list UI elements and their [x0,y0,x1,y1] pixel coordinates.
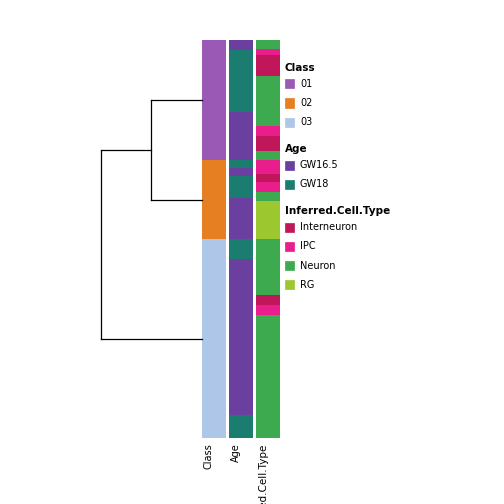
Bar [229,50,253,112]
Bar [256,160,280,174]
Text: Inferred.Cell.Type: Inferred.Cell.Type [258,444,268,504]
Bar [256,151,280,160]
Bar [229,239,253,259]
Bar [285,280,294,289]
Bar [256,315,280,438]
Bar [256,49,280,54]
Bar [229,176,253,198]
Text: GW16.5: GW16.5 [300,160,339,170]
Bar [229,415,253,438]
Bar [285,180,294,189]
Bar [256,136,280,151]
Bar [229,198,253,239]
Bar [229,259,253,415]
Bar [285,223,294,232]
Bar [256,76,280,127]
Text: Inferred.Cell.Type: Inferred.Cell.Type [285,207,390,216]
Text: Class: Class [285,63,316,73]
Bar [285,98,294,107]
Text: 03: 03 [300,117,312,127]
Bar [256,305,280,315]
Text: 01: 01 [300,79,312,89]
Text: Age: Age [285,144,307,154]
Text: Neuron: Neuron [300,261,335,271]
Text: GW18: GW18 [300,179,329,190]
Bar [202,40,226,160]
Bar [285,261,294,270]
Bar [229,168,253,176]
Text: 02: 02 [300,98,312,108]
Bar [256,40,280,49]
Bar [202,239,226,438]
Text: Class: Class [204,444,214,469]
Bar [285,79,294,88]
Bar [285,117,294,127]
Bar [256,201,280,239]
Bar [229,112,253,160]
Bar [256,174,280,182]
Text: Interneuron: Interneuron [300,222,357,232]
Bar [256,182,280,192]
Bar [256,192,280,201]
Bar [229,40,253,50]
Bar [256,54,280,76]
Bar [285,161,294,170]
Text: IPC: IPC [300,241,316,251]
Text: RG: RG [300,280,314,290]
Bar [256,295,280,305]
Bar [256,239,280,295]
Bar [256,127,280,136]
Bar [285,242,294,251]
Bar [202,160,226,239]
Bar [229,160,253,168]
Text: Age: Age [231,444,241,462]
